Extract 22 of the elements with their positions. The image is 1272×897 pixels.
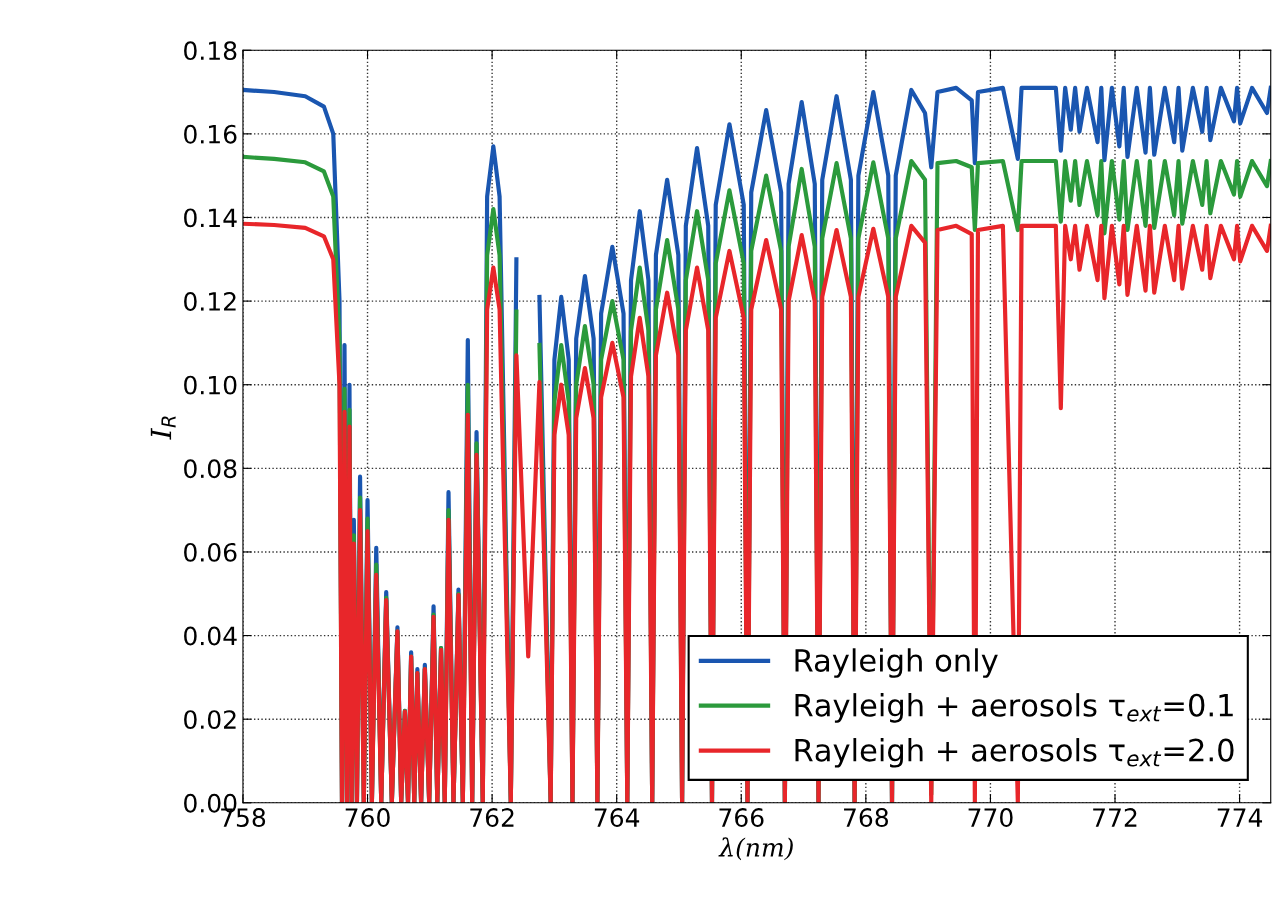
legend-label: Rayleigh only <box>795 648 998 678</box>
y-tick-label: 0.06 <box>184 542 237 562</box>
y-tick-label: 0.14 <box>184 208 237 228</box>
y-tick-label: 0.18 <box>184 41 237 61</box>
legend-label: Rayleigh + aerosols τ$_{ext}$=2.0 <box>795 738 1234 768</box>
x-tick-label: 762 <box>470 808 514 828</box>
y-tick-label: 0.08 <box>184 459 237 479</box>
x-tick-label: 766 <box>719 808 764 828</box>
x-tick-label: 774 <box>1217 808 1263 827</box>
x-tick-label: 764 <box>594 808 640 828</box>
x-tick-label: 770 <box>968 808 1013 828</box>
x-tick-label: 760 <box>345 808 390 828</box>
y-tick-label: 0.10 <box>184 375 237 395</box>
x-axis-title: λ(nm) <box>718 837 793 861</box>
legend-label: Rayleigh + aerosols τ$_{ext}$=0.1 <box>795 693 1233 723</box>
x-tick-label: 768 <box>844 808 888 828</box>
y-tick-label: 0.02 <box>184 710 236 730</box>
y-tick-label: 0.16 <box>184 124 237 144</box>
y-axis-title: I$_{R}$ <box>150 416 176 440</box>
y-tick-label: 0.04 <box>184 626 237 646</box>
y-tick-label: 0.12 <box>184 292 236 311</box>
x-tick-label: 772 <box>1093 808 1137 827</box>
